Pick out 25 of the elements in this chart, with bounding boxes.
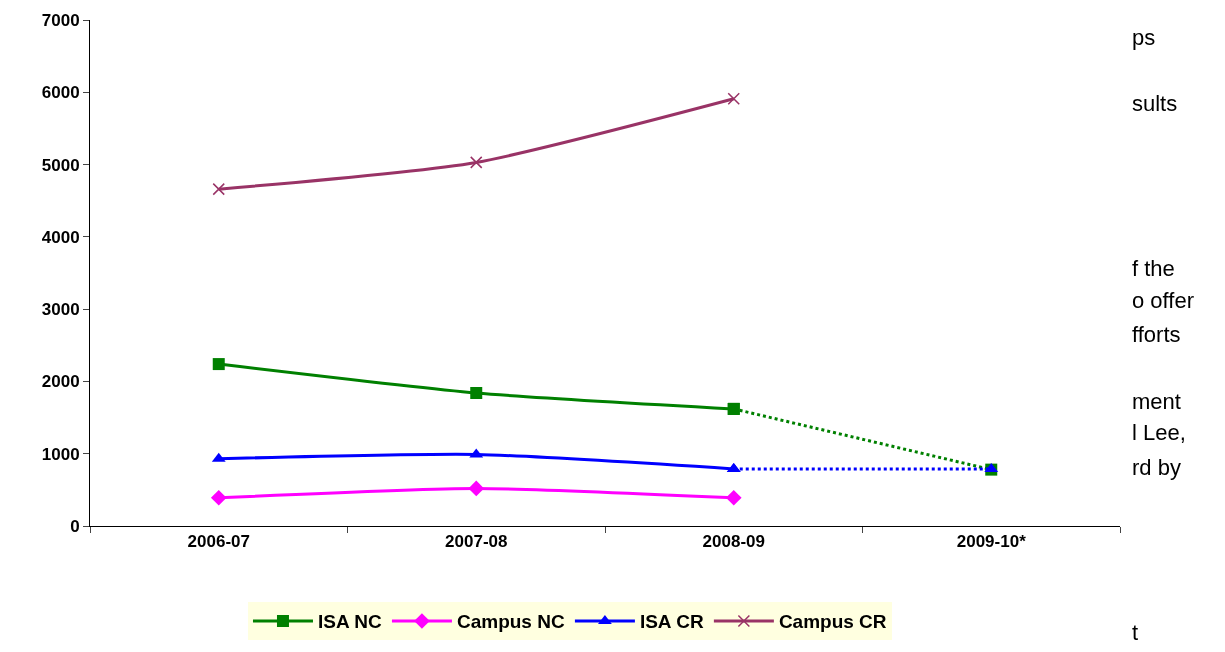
x-tick-label: 2008-09: [702, 532, 765, 552]
legend-label: Campus CR: [778, 611, 887, 633]
text: rd by: [1132, 455, 1181, 480]
y-tick-label: 6000: [41, 83, 80, 103]
text: sults: [1132, 91, 1178, 116]
legend-label: ISA NC: [317, 611, 382, 633]
text: ment: [1132, 389, 1181, 414]
y-tick-label: 2000: [41, 372, 80, 392]
y-tick-label: 7000: [41, 10, 80, 30]
x-tick-label: 2006-07: [187, 532, 250, 552]
x-tick-label: 2007-08: [445, 532, 508, 552]
y-tick-label: 1000: [41, 444, 80, 464]
x-tick-label: 2009-10*: [956, 532, 1027, 552]
legend-label: ISA CR: [639, 611, 704, 633]
y-tick-label: 5000: [41, 155, 80, 175]
text: fforts: [1132, 322, 1181, 347]
text: t: [1132, 620, 1139, 645]
legend-label: Campus NC: [456, 611, 565, 633]
text: l Lee,: [1132, 420, 1186, 445]
y-tick-label: 3000: [41, 300, 80, 320]
text: f the: [1132, 256, 1175, 281]
y-tick-label: 0: [70, 516, 80, 536]
y-tick-label: 4000: [41, 227, 80, 247]
text: o offer: [1132, 288, 1194, 313]
text: ps: [1132, 25, 1156, 50]
